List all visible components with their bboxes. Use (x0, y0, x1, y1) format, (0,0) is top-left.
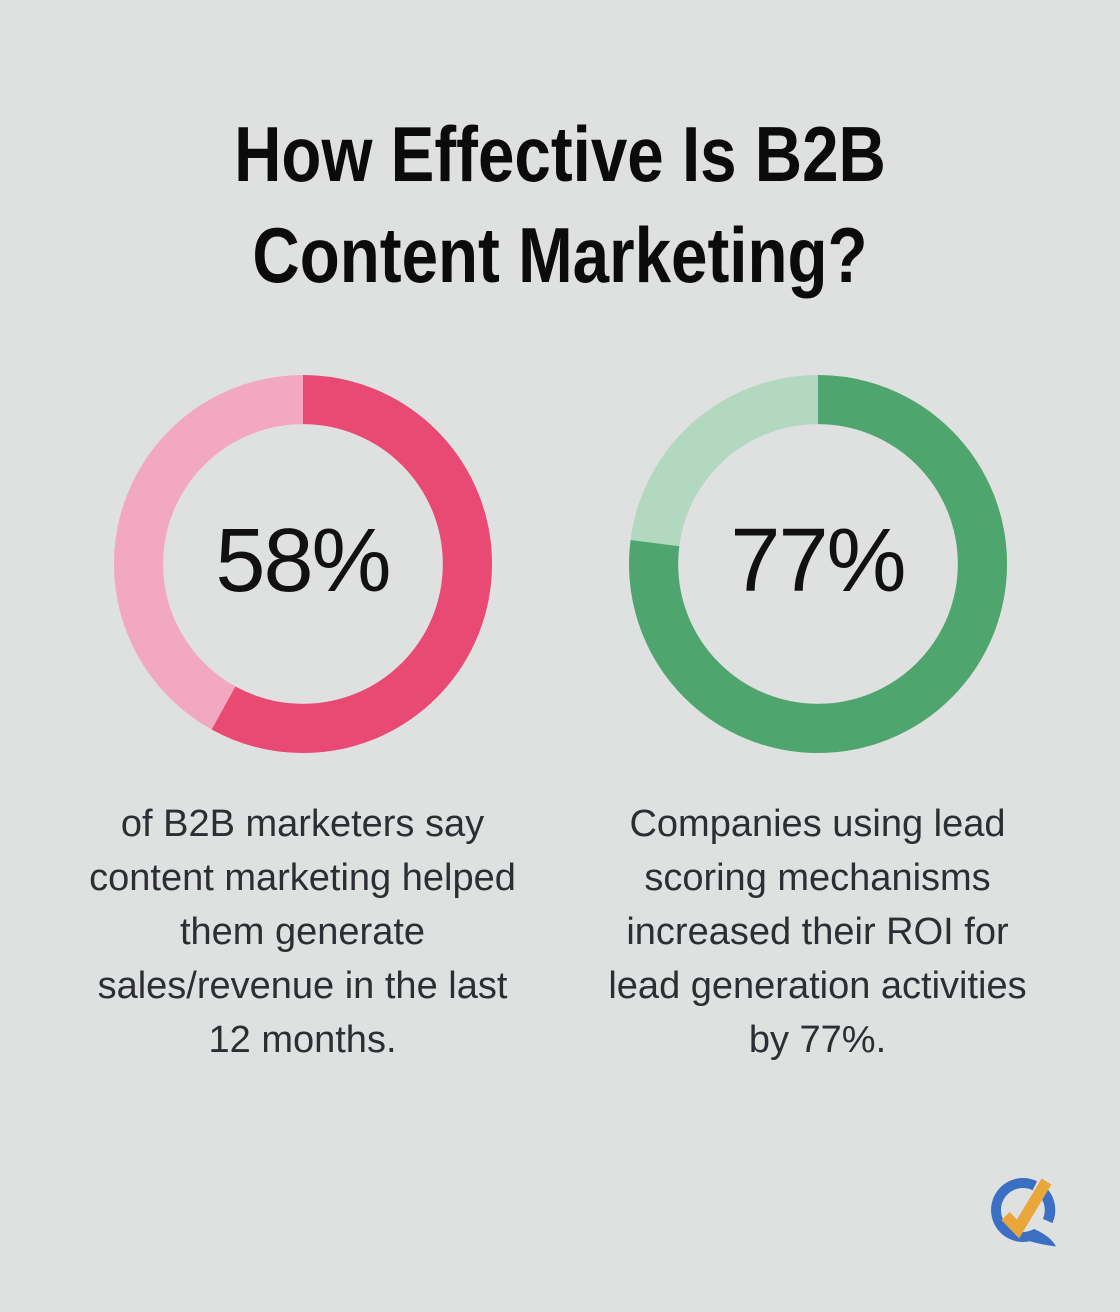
donut-chart-77: 77% (628, 375, 1007, 753)
caption-line: them generate (179, 911, 426, 953)
logo-checkmark-icon (1001, 1178, 1052, 1239)
donut-chart-58: 58% (113, 375, 492, 753)
stat-lead-scoring: 77% Companies using lead scoring mechani… (560, 375, 1075, 1067)
caption-line: sales/revenue in the last (97, 965, 508, 1007)
donut-svg-58 (113, 375, 492, 753)
title-line-1: How Effective Is B2B (234, 110, 886, 198)
page-title: How Effective Is B2B Content Marketing? (90, 104, 1031, 306)
logo-svg (991, 1177, 1056, 1247)
donut-center-label: 58% (215, 510, 391, 611)
caption-line: 12 months. (208, 1019, 397, 1061)
stat-caption: Companies using lead scoring mechanisms … (560, 797, 1075, 1067)
caption-line: of B2B marketers say (120, 803, 485, 845)
logo-ring-segment (1039, 1190, 1056, 1224)
stat-caption: of B2B marketers say content marketing h… (45, 797, 560, 1067)
donut-center-label: 77% (730, 510, 906, 611)
check-speech-bubble-logo (985, 1168, 1075, 1258)
caption-line: content marketing helped (89, 857, 516, 899)
caption-line: Companies using lead (629, 803, 1006, 845)
caption-line: increased their ROI for (626, 911, 1009, 953)
donut-value-segment (113, 375, 492, 753)
stat-content-marketing: 58% of B2B marketers say content marketi… (45, 375, 560, 1067)
donut-svg-77 (628, 375, 1007, 753)
caption-line: lead generation activities (608, 965, 1027, 1007)
logo-bubble-ring (991, 1177, 1056, 1247)
donut-value-segment (628, 375, 1007, 753)
caption-line: scoring mechanisms (644, 857, 991, 899)
title-line-2: Content Marketing? (252, 211, 868, 299)
caption-line: by 77%. (748, 1019, 887, 1061)
stats-row: 58% of B2B marketers say content marketi… (45, 375, 1075, 1067)
